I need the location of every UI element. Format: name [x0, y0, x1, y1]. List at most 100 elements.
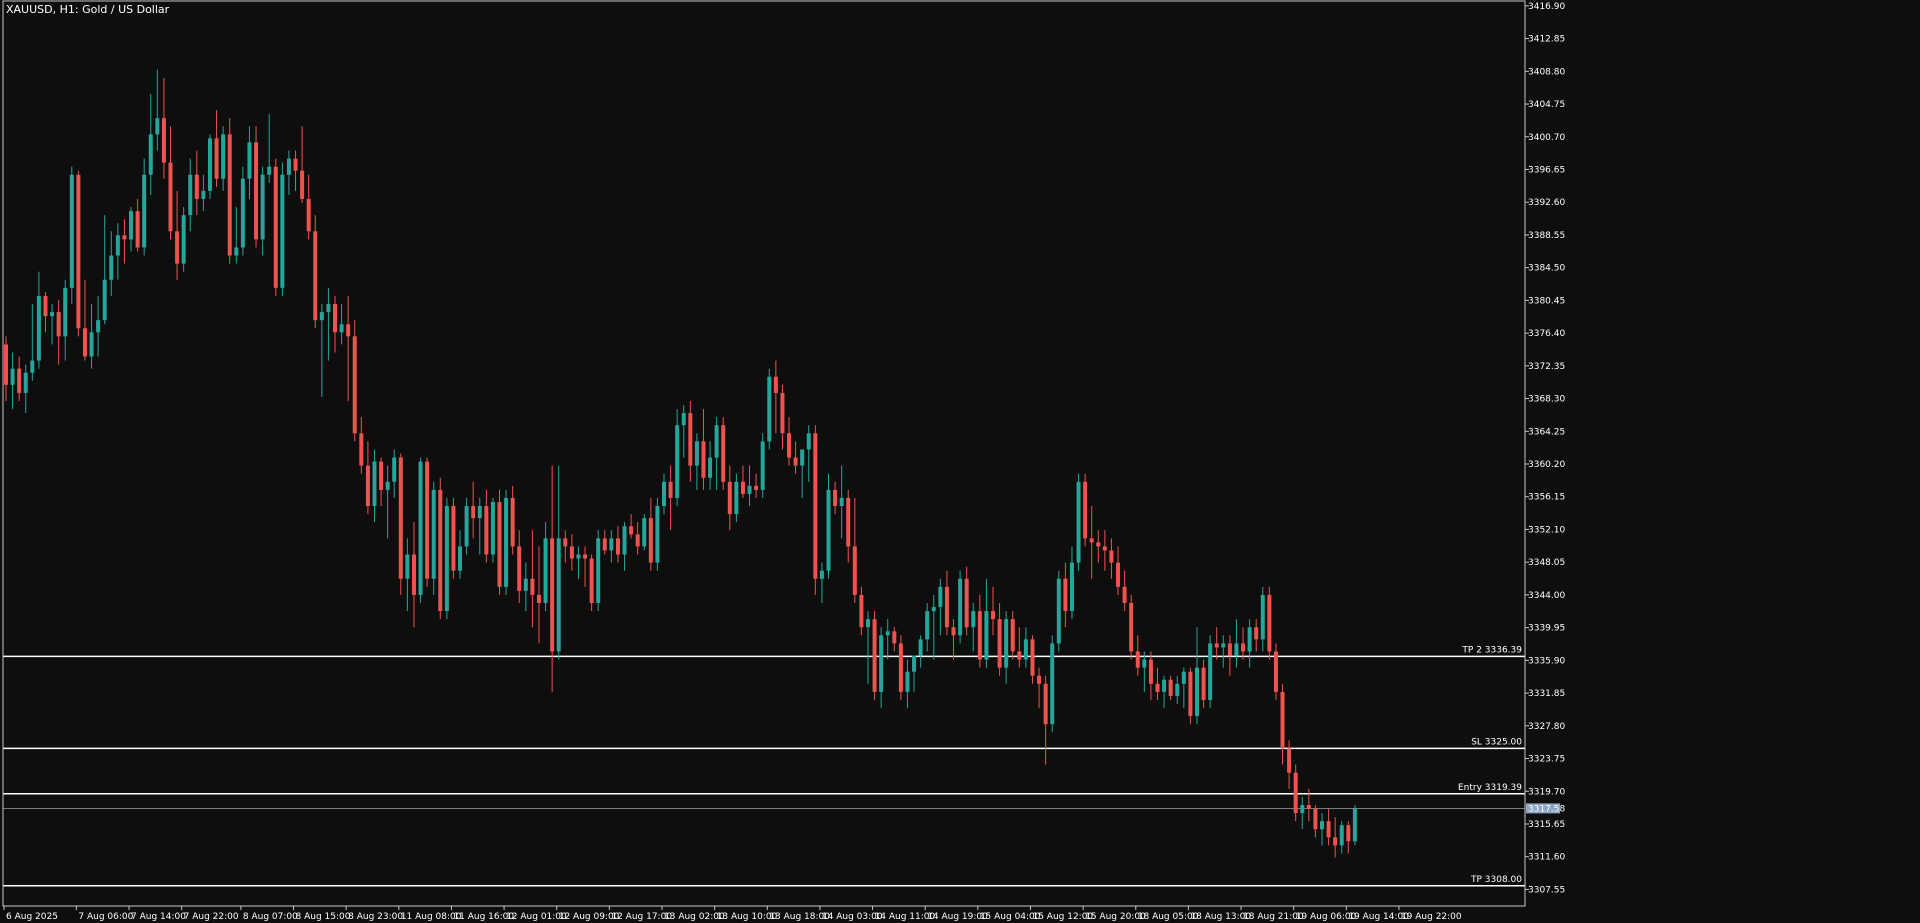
level-label: TP 3308.00 [1470, 875, 1522, 885]
candle-body [286, 158, 291, 175]
candle-body [1109, 550, 1114, 563]
y-tick-label: 3323.75 [1528, 755, 1565, 765]
candle-body [806, 433, 811, 450]
candle-body [721, 425, 726, 482]
candle-body [96, 320, 101, 333]
candle-body [497, 501, 502, 587]
y-tick-label: 3327.80 [1528, 722, 1565, 732]
candle-body [359, 433, 364, 466]
x-tick-label: 7 Aug 06:00 [78, 912, 133, 922]
candle-body [609, 538, 614, 551]
candle-body [267, 166, 272, 175]
candle-body [1293, 772, 1298, 814]
candle-body [879, 635, 884, 692]
candle-body [1096, 542, 1101, 547]
candle-body [1089, 538, 1094, 543]
candle-body [787, 433, 792, 458]
x-tick-label: 12 Aug 01:00 [506, 912, 567, 922]
candle-body [69, 174, 74, 288]
candle-body [583, 554, 588, 559]
candle-body [1194, 667, 1199, 717]
candle-body [227, 134, 232, 256]
candle-body [872, 619, 877, 692]
candle-body [1273, 651, 1278, 692]
candle-body [1320, 821, 1324, 830]
candle-body [991, 611, 995, 620]
candle-body [17, 368, 22, 393]
candle-body [1030, 639, 1035, 676]
candle-body [905, 671, 910, 692]
candle-body [194, 174, 199, 199]
candle-body [938, 586, 943, 608]
candle-body [964, 578, 969, 628]
candle-body [1221, 643, 1226, 648]
candle-body [1168, 679, 1173, 696]
candle-body [681, 413, 686, 426]
candle-body [1037, 675, 1042, 684]
x-tick-label: 14 Aug 19:00 [927, 912, 988, 922]
candle-body [701, 441, 706, 478]
y-tick-label: 3307.55 [1528, 885, 1565, 895]
x-tick-label: 18 Aug 05:00 [1138, 912, 1199, 922]
candle-body [563, 538, 568, 547]
candle-body [188, 174, 193, 216]
candle-body [181, 215, 186, 264]
candle-body [313, 231, 318, 321]
candle-body [1267, 594, 1272, 652]
current-price-tag [1526, 803, 1560, 814]
candle-body [675, 425, 680, 498]
candle-body [1004, 619, 1009, 668]
candle-body [668, 481, 673, 498]
plot-border [2, 0, 1526, 907]
candle-body [898, 643, 903, 692]
candle-body [1175, 683, 1180, 696]
candle-body [510, 497, 515, 547]
y-tick-label: 3352.10 [1528, 525, 1565, 535]
candle-body [1050, 643, 1055, 725]
candle-body [714, 425, 719, 458]
candle-body [214, 138, 219, 179]
y-tick-label: 3339.95 [1528, 624, 1565, 634]
x-tick-label: 15 Aug 20:00 [1085, 912, 1146, 922]
x-tick-label: 15 Aug 12:00 [1032, 912, 1093, 922]
candle-body [504, 497, 509, 587]
chart-title: XAUUSD, H1: Gold / US Dollar [6, 3, 170, 16]
candle-body [1148, 659, 1153, 684]
level-label: SL 3325.00 [1471, 737, 1522, 747]
candle-body [418, 461, 423, 595]
candle-body [1043, 683, 1048, 725]
candle-body [1129, 602, 1134, 652]
candle-body [550, 538, 555, 652]
x-tick-label: 12 Aug 17:00 [611, 912, 672, 922]
candle-body [372, 461, 377, 507]
candle-body [997, 619, 1002, 668]
candle-body [569, 546, 574, 559]
candle-body [536, 594, 541, 603]
candle-body [352, 336, 357, 434]
y-tick-label: 3331.85 [1528, 689, 1565, 699]
candle-body [115, 235, 120, 256]
candle-body [859, 594, 864, 628]
candle-body [444, 506, 449, 612]
candle-body [1234, 643, 1239, 656]
candle-body [556, 538, 561, 652]
candle-body [392, 457, 397, 482]
x-tick-label: 19 Aug 06:00 [1296, 912, 1357, 922]
y-tick-label: 3408.80 [1528, 67, 1565, 77]
candle-body [622, 526, 627, 555]
candle-body [431, 489, 436, 579]
candle-body [201, 190, 206, 199]
candle-body [234, 247, 239, 256]
candle-body [793, 457, 798, 466]
candle-body [944, 586, 949, 628]
candle-body [688, 413, 693, 466]
candle-body [43, 295, 48, 317]
candle-body [411, 554, 416, 595]
candle-body [1188, 671, 1193, 717]
x-tick-label: 7 Aug 22:00 [184, 912, 239, 922]
candle-body [1313, 809, 1318, 830]
level-label: TP 2 3336.39 [1461, 645, 1522, 655]
candle-body [1056, 578, 1061, 644]
x-tick-label: 12 Aug 09:00 [559, 912, 620, 922]
